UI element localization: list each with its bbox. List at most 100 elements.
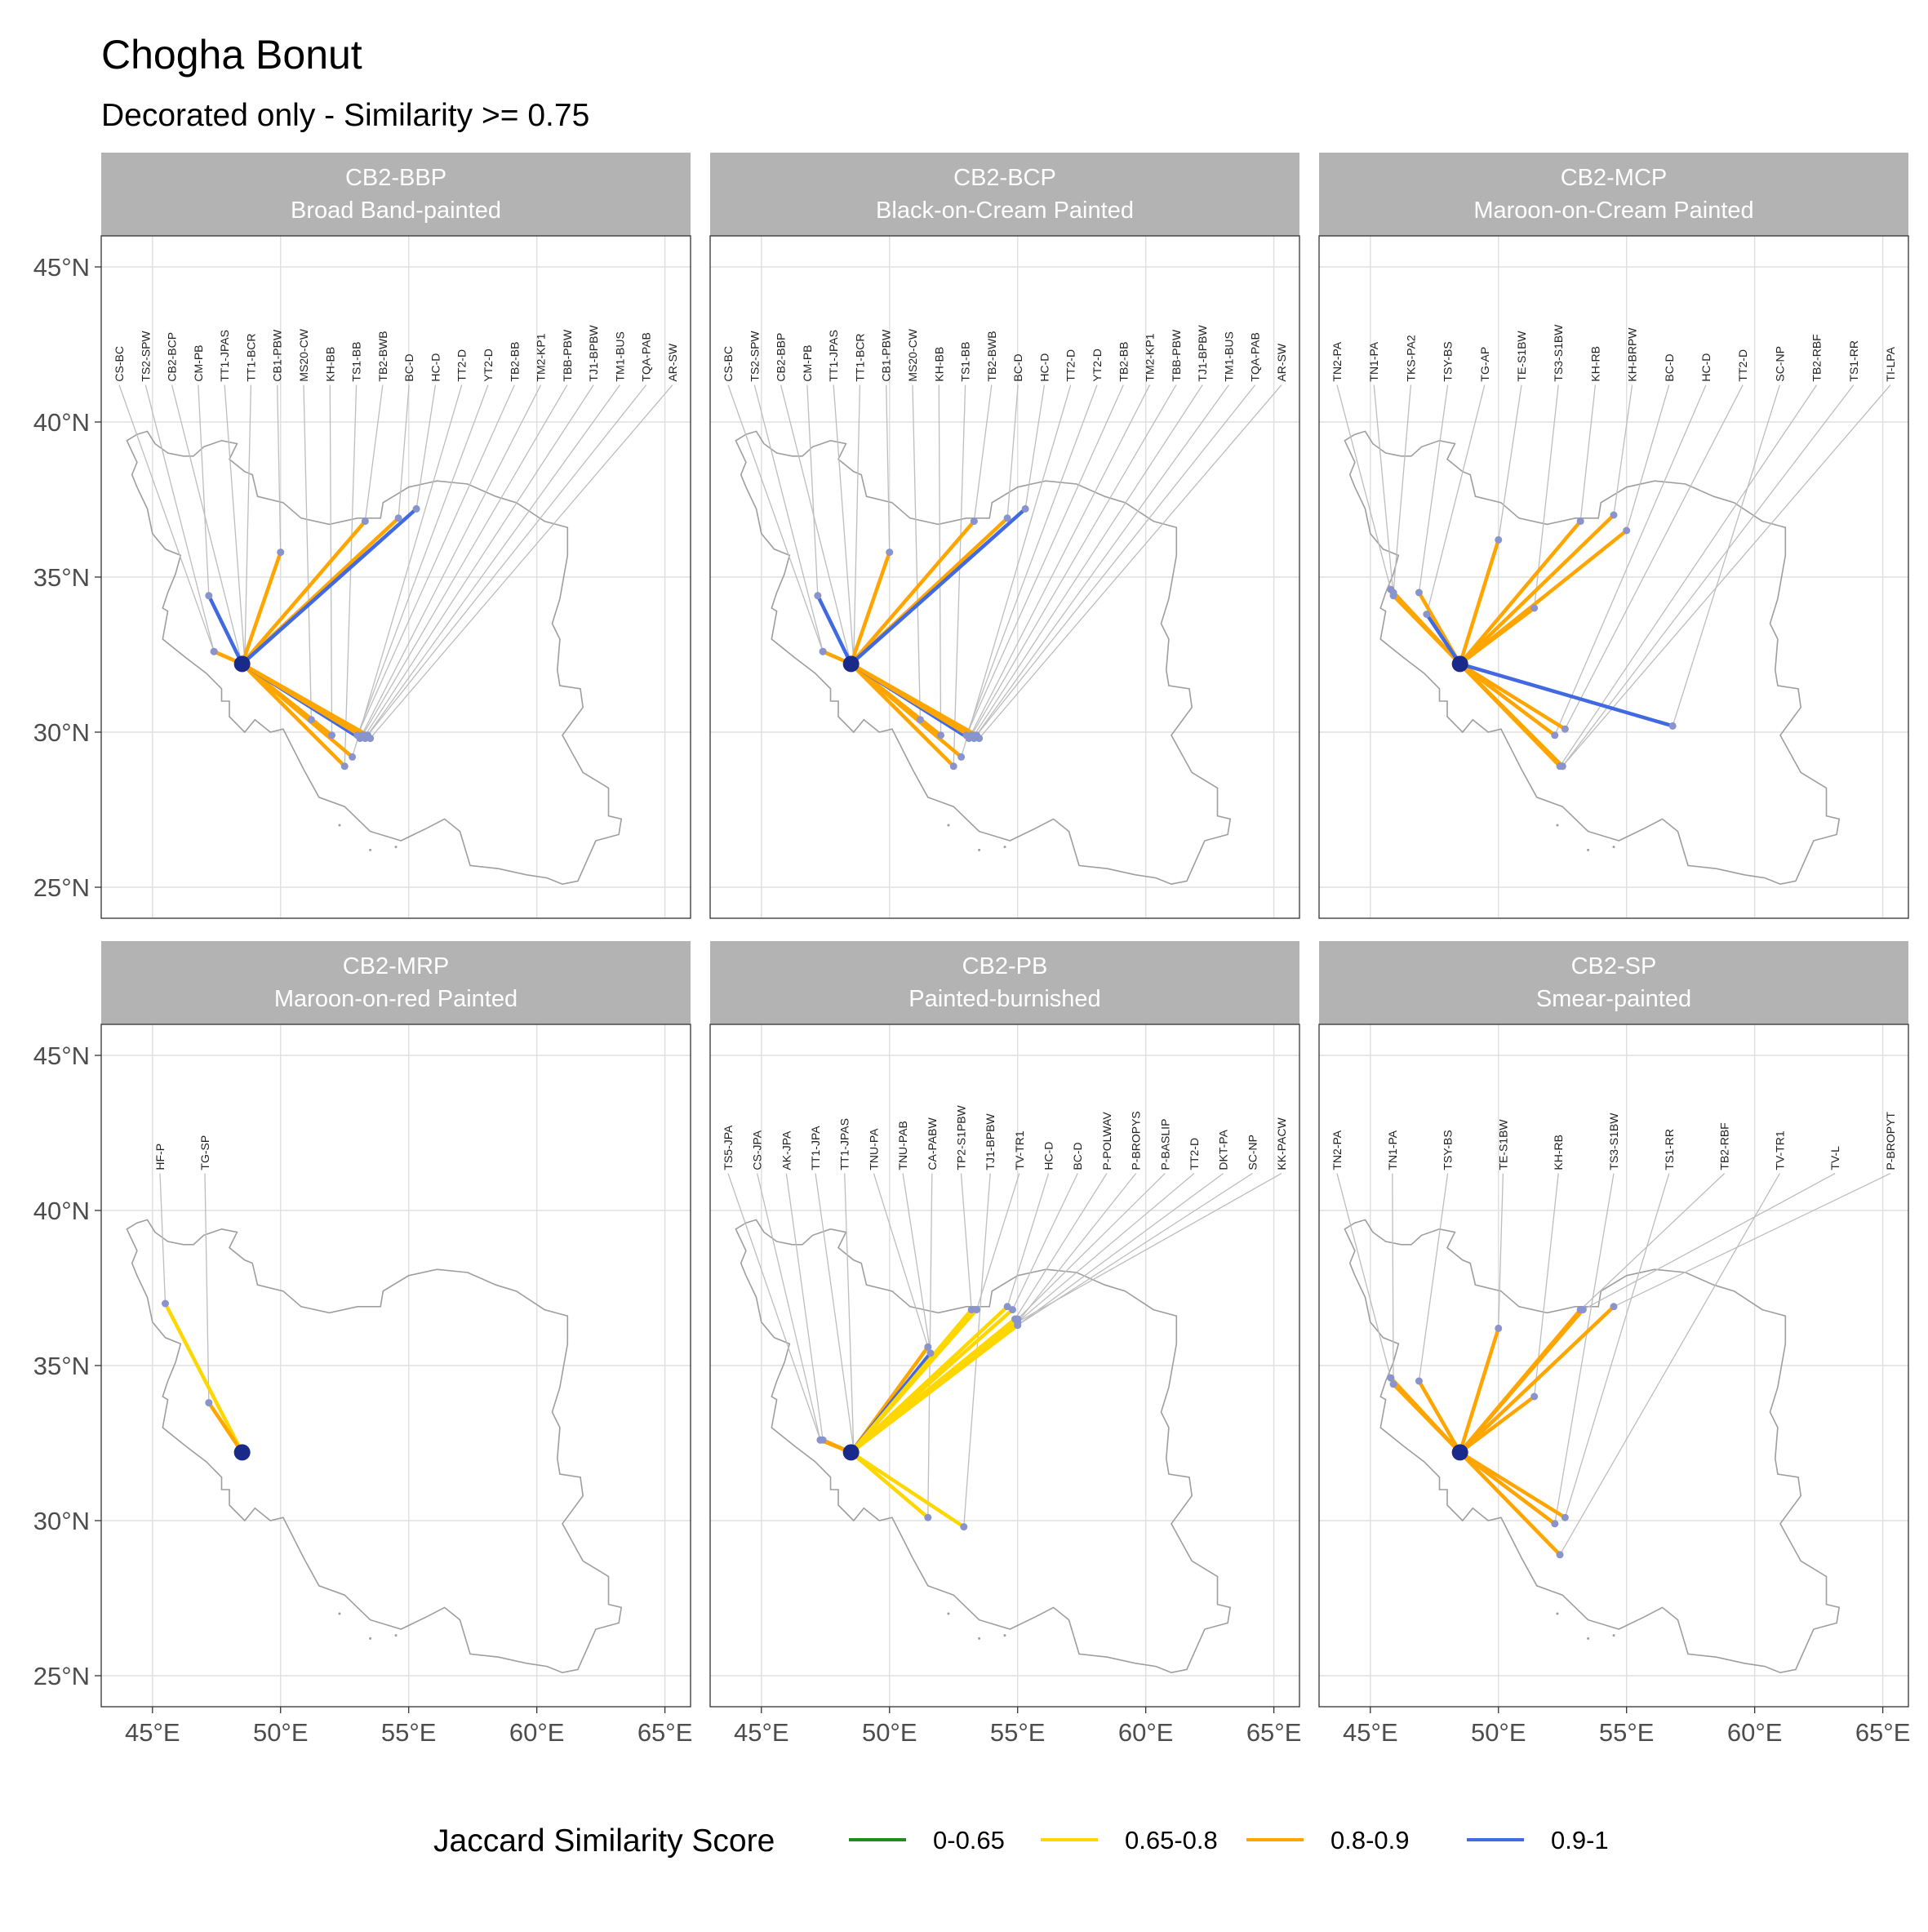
panel-strip-code: CB2-PB (962, 953, 1048, 979)
site-label: TBB-PBW (561, 329, 574, 382)
site-label: TS1-RR (1847, 340, 1860, 382)
leader-line (757, 1173, 821, 1441)
site-label: P-BROPYS (1130, 1111, 1143, 1170)
similarity-line (207, 1401, 244, 1455)
similarity-line (1458, 513, 1616, 666)
site-label: CS-BC (722, 346, 735, 382)
leader-line (1626, 384, 1670, 531)
similarity-line (1458, 662, 1565, 769)
site-label: TB2-BB (1117, 342, 1130, 382)
site-label: HC-D (429, 353, 442, 382)
leader-line (1562, 384, 1891, 767)
leader-line (886, 384, 891, 553)
site-point (161, 1299, 169, 1308)
site-point (1668, 722, 1677, 730)
leader-line (362, 384, 568, 736)
leader-line (1559, 384, 1818, 767)
panel-border (1318, 235, 1909, 919)
site-point (1021, 504, 1029, 513)
panel-strip-code: CB2-MCP (1561, 165, 1668, 191)
site-label: CS-JPA (751, 1130, 764, 1170)
origin-point (233, 655, 251, 673)
site-label: TQA-PAB (1249, 332, 1262, 381)
site-point (949, 762, 957, 771)
chart-title: Chogha Bonut (101, 32, 362, 78)
leader-line (785, 1173, 824, 1441)
leader-line (1015, 1173, 1108, 1320)
y-tick-label: 35°N (33, 563, 90, 592)
leader-line (973, 384, 993, 522)
legend-title: Jaccard Similarity Score (433, 1823, 775, 1859)
site-label: AK-JPA (780, 1130, 793, 1170)
similarity-line (1391, 590, 1462, 666)
site-label: TS1-BB (959, 342, 972, 382)
legend-label: 0.9-1 (1551, 1826, 1609, 1854)
similarity-line (1458, 519, 1583, 666)
similarity-line (849, 550, 891, 666)
panel-strip (710, 941, 1299, 1024)
site-point (819, 1436, 827, 1444)
leader-line (1011, 1173, 1078, 1310)
leader-line (1017, 1173, 1195, 1323)
site-label: TV-TR1 (1773, 1130, 1786, 1170)
panel-strip-name: Broad Band-painted (291, 198, 501, 224)
origin-point (1451, 1444, 1468, 1461)
panel-strip-name: Painted-burnished (908, 986, 1100, 1012)
y-tick-label: 45°N (33, 1042, 90, 1070)
site-point (1495, 1324, 1503, 1332)
site-label: CM-PB (192, 344, 205, 381)
site-label: CB2-BBP (775, 333, 788, 382)
country-outline (1344, 430, 1841, 886)
site-label: TBB-PBW (1170, 329, 1183, 382)
site-label: HC-D (1042, 1142, 1055, 1170)
site-label: YT2-D (482, 349, 495, 381)
site-point (1014, 1318, 1022, 1326)
site-label: TN1-PA (1367, 341, 1380, 381)
similarity-line (1391, 1382, 1462, 1455)
x-tick-label: 60°E (1118, 1718, 1174, 1747)
legend-label: 0-0.65 (933, 1826, 1005, 1854)
leader-line (398, 384, 410, 518)
y-tick-label: 35°N (33, 1352, 90, 1380)
site-point (1415, 1377, 1423, 1385)
site-label: TN2-PA (1330, 1130, 1344, 1170)
site-label: P-POLWAV (1100, 1112, 1113, 1170)
x-tick-label: 50°E (253, 1718, 309, 1747)
island-dot (978, 848, 981, 851)
leader-line (171, 384, 243, 664)
site-point (937, 731, 945, 739)
leader-line (844, 1173, 855, 1450)
similarity-line (240, 662, 347, 769)
leader-line (370, 384, 673, 739)
island-dot (394, 846, 398, 849)
site-label: CM-PB (801, 344, 814, 381)
similarity-line (849, 519, 976, 666)
similarity-line (1458, 528, 1628, 666)
similarity-line (240, 550, 282, 666)
similarity-line (849, 1450, 966, 1529)
leader-line (973, 384, 1229, 739)
site-label: CB1-PBW (880, 329, 893, 382)
leader-line (902, 1173, 931, 1353)
similarity-line (849, 662, 963, 759)
site-label: TS5-JPA (722, 1125, 735, 1170)
similarity-line (1417, 1379, 1462, 1455)
site-point (819, 647, 827, 655)
site-label: TE-S1BW (1515, 331, 1528, 382)
panel-cb2-bbp: CB2-BBP Broad Band-painted CS-BC TS2-SPW CB2… (33, 153, 691, 919)
site-point (1389, 588, 1397, 597)
leader-line (968, 384, 1151, 739)
site-label: TN1-PA (1386, 1130, 1399, 1170)
site-label: TM1-BUS (1222, 331, 1235, 381)
similarity-line (240, 519, 367, 666)
site-label: P-BROPYT (1884, 1112, 1897, 1170)
x-tick-label: 50°E (862, 1718, 917, 1747)
y-tick-label: 40°N (33, 1197, 90, 1225)
leader-line (277, 384, 282, 553)
similarity-line (1458, 538, 1500, 666)
panel-border (1318, 1024, 1909, 1708)
panel-cb2-sp: CB2-SP Smear-painted TN2-PA TN1-PA TSY-BS TE-… (1318, 941, 1910, 1747)
site-label: AR-SW (666, 343, 679, 381)
leader-line (1583, 1173, 1836, 1311)
site-label: TKS-PA2 (1404, 335, 1417, 382)
